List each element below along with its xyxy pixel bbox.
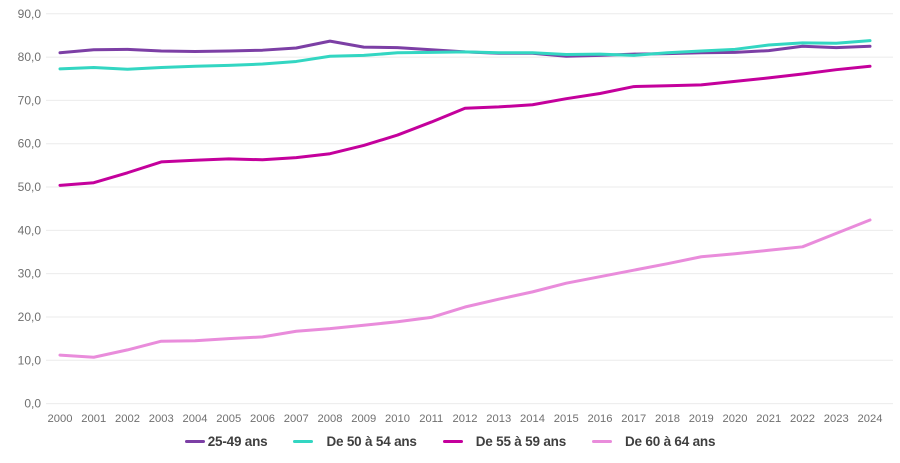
x-tick-label: 2011 <box>419 413 443 425</box>
x-tick-label: 2015 <box>554 413 579 425</box>
series-line-50-54 <box>58 39 872 71</box>
y-tick-label: 60,0 <box>18 137 42 151</box>
legend-line-swatch-25-49 <box>184 440 205 443</box>
x-tick-label: 2008 <box>318 413 343 425</box>
legend-item-50-54[interactable]: De 50 à 54 ans <box>293 434 417 449</box>
x-tick-label: 2018 <box>655 413 680 425</box>
y-tick-label: 70,0 <box>18 93 42 107</box>
legend-label: De 55 à 59 ans <box>475 434 566 449</box>
legend-item-25-49[interactable]: 25-49 ans <box>184 434 268 449</box>
x-tick-label: 2006 <box>250 413 275 425</box>
legend-label: De 50 à 54 ans <box>326 434 417 449</box>
y-tick-label: 0,0 <box>24 397 41 411</box>
y-tick-label: 20,0 <box>18 310 42 324</box>
x-tick-label: 2000 <box>48 413 73 425</box>
legend-item-60-64[interactable]: De 60 à 64 ans <box>592 434 715 449</box>
x-tick-label: 2007 <box>284 413 309 425</box>
y-tick-label: 90,0 <box>18 7 42 21</box>
x-tick-label: 2002 <box>115 413 140 425</box>
x-tick-label: 2009 <box>351 413 376 425</box>
x-tick-label: 2017 <box>621 413 646 425</box>
x-tick-label: 2024 <box>858 413 883 425</box>
y-tick-label: 30,0 <box>18 267 42 281</box>
x-tick-label: 2001 <box>81 413 106 425</box>
legend-item-55-59[interactable]: De 55 à 59 ans <box>442 434 566 449</box>
x-tick-label: 2004 <box>183 413 208 425</box>
y-tick-label: 50,0 <box>18 180 42 194</box>
legend-label: De 60 à 64 ans <box>625 434 716 449</box>
x-tick-label: 2010 <box>385 413 410 425</box>
x-tick-label: 2012 <box>453 413 478 425</box>
x-tick-label: 2013 <box>486 413 511 425</box>
x-tick-label: 2023 <box>824 413 849 425</box>
y-tick-label: 10,0 <box>18 353 42 367</box>
x-tick-label: 2020 <box>723 413 748 425</box>
legend-line-swatch-60-64 <box>592 440 612 443</box>
x-tick-label: 2005 <box>216 413 241 425</box>
series-line-55-59 <box>58 64 872 187</box>
y-tick-label: 40,0 <box>18 223 42 237</box>
series-line-60-64 <box>58 218 872 359</box>
legend-line-swatch-50-54 <box>293 440 314 443</box>
legend-line-swatch-55-59 <box>442 440 463 443</box>
chart-legend: 25-49 ans De 50 à 54 ans De 55 à 59 ans De … <box>0 434 900 449</box>
x-tick-label: 2022 <box>790 413 815 425</box>
x-tick-label: 2016 <box>588 413 613 425</box>
x-tick-label: 2014 <box>520 413 545 425</box>
y-tick-label: 80,0 <box>18 50 42 64</box>
legend-label: 25-49 ans <box>207 434 268 449</box>
x-tick-label: 2021 <box>756 413 781 425</box>
x-tick-label: 2003 <box>149 413 174 425</box>
x-tick-label: 2019 <box>689 413 714 425</box>
